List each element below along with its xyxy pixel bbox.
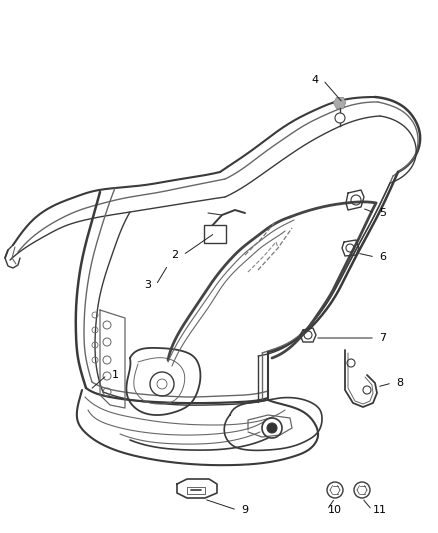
Text: 6: 6 [379,252,386,262]
Circle shape [267,423,277,433]
Text: 10: 10 [328,505,342,515]
Text: 8: 8 [396,378,403,388]
Text: 5: 5 [379,208,386,218]
Text: 7: 7 [379,333,387,343]
FancyBboxPatch shape [204,225,226,243]
Text: 3: 3 [145,280,152,290]
Text: 1: 1 [112,370,119,380]
Text: 2: 2 [171,250,179,260]
Text: 11: 11 [373,505,387,515]
Polygon shape [334,98,345,108]
Text: 9: 9 [241,505,248,515]
Text: 4: 4 [311,75,318,85]
Circle shape [335,113,345,123]
